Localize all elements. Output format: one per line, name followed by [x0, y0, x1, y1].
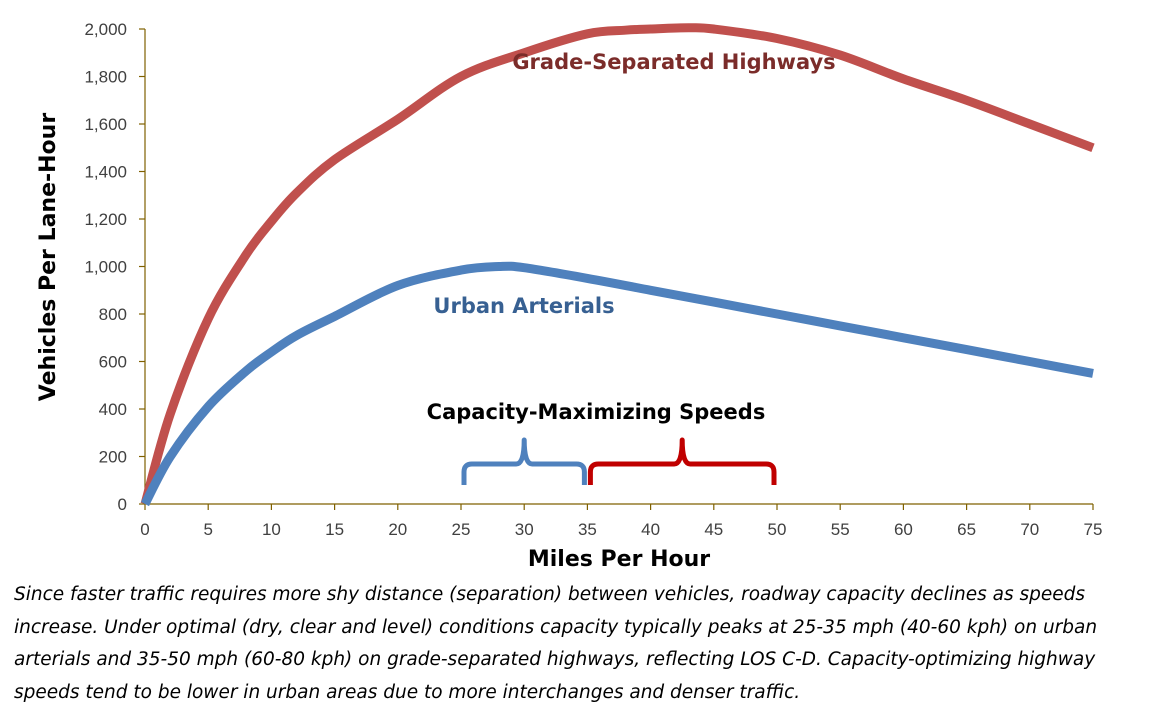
x-tick-label: 70 — [1020, 520, 1039, 539]
x-axis-title: Miles Per Hour — [528, 547, 710, 572]
series-line-arterials — [141, 261, 1094, 507]
capacity-brackets — [461, 437, 777, 485]
x-tick-label: 10 — [262, 520, 281, 539]
y-tick-label: 600 — [99, 353, 127, 372]
x-tick-label: 60 — [894, 520, 913, 539]
x-tick-label: 20 — [388, 520, 407, 539]
series-label-arterials: Urban Arterials — [433, 294, 614, 318]
x-axis-ticks: 0 5 10 15 20 25 30 35 40 45 50 55 60 65 70 75 — [140, 504, 1102, 539]
x-tick-label: 75 — [1084, 520, 1103, 539]
x-tick-label: 55 — [831, 520, 850, 539]
y-tick-label: 800 — [99, 305, 127, 324]
series-label-highways: Grade-Separated Highways — [512, 50, 835, 74]
x-tick-label: 30 — [515, 520, 534, 539]
y-tick-label: 1,800 — [84, 68, 127, 87]
y-tick-label: 200 — [99, 448, 127, 467]
x-tick-label: 40 — [641, 520, 660, 539]
y-tick-label: 1,600 — [84, 115, 127, 134]
y-tick-label: 1,000 — [84, 258, 127, 277]
x-tick-label: 25 — [452, 520, 471, 539]
y-axis-title: Vehicles Per Lane-Hour — [36, 113, 61, 402]
x-tick-label: 5 — [203, 520, 212, 539]
bracket-highways — [587, 437, 777, 485]
y-tick-label: 400 — [99, 400, 127, 419]
y-tick-label: 2,000 — [84, 20, 127, 39]
y-tick-label: 1,400 — [84, 163, 127, 182]
y-axis-ticks: 0 200 400 600 800 1,000 1,200 1,400 1,600 1,800 2,… — [84, 20, 145, 514]
capacity-maximizing-label: Capacity-Maximizing Speeds — [427, 400, 766, 424]
y-tick-label: 1,200 — [84, 210, 127, 229]
x-tick-label: 15 — [325, 520, 344, 539]
figure-caption: Since faster traffic requires more shy d… — [14, 584, 1098, 703]
speed-capacity-chart: 02004006008001,0001,2001,4001,6001,8002,… — [36, 20, 1102, 572]
x-tick-label: 0 — [140, 520, 149, 539]
series-line-highways — [140, 23, 1095, 506]
y-tick-label: 0 — [118, 495, 127, 514]
bracket-urban-arterials — [461, 437, 587, 485]
x-tick-label: 45 — [704, 520, 723, 539]
x-tick-label: 35 — [578, 520, 597, 539]
x-tick-label: 65 — [957, 520, 976, 539]
x-tick-label: 50 — [768, 520, 787, 539]
series-lines — [140, 23, 1095, 507]
